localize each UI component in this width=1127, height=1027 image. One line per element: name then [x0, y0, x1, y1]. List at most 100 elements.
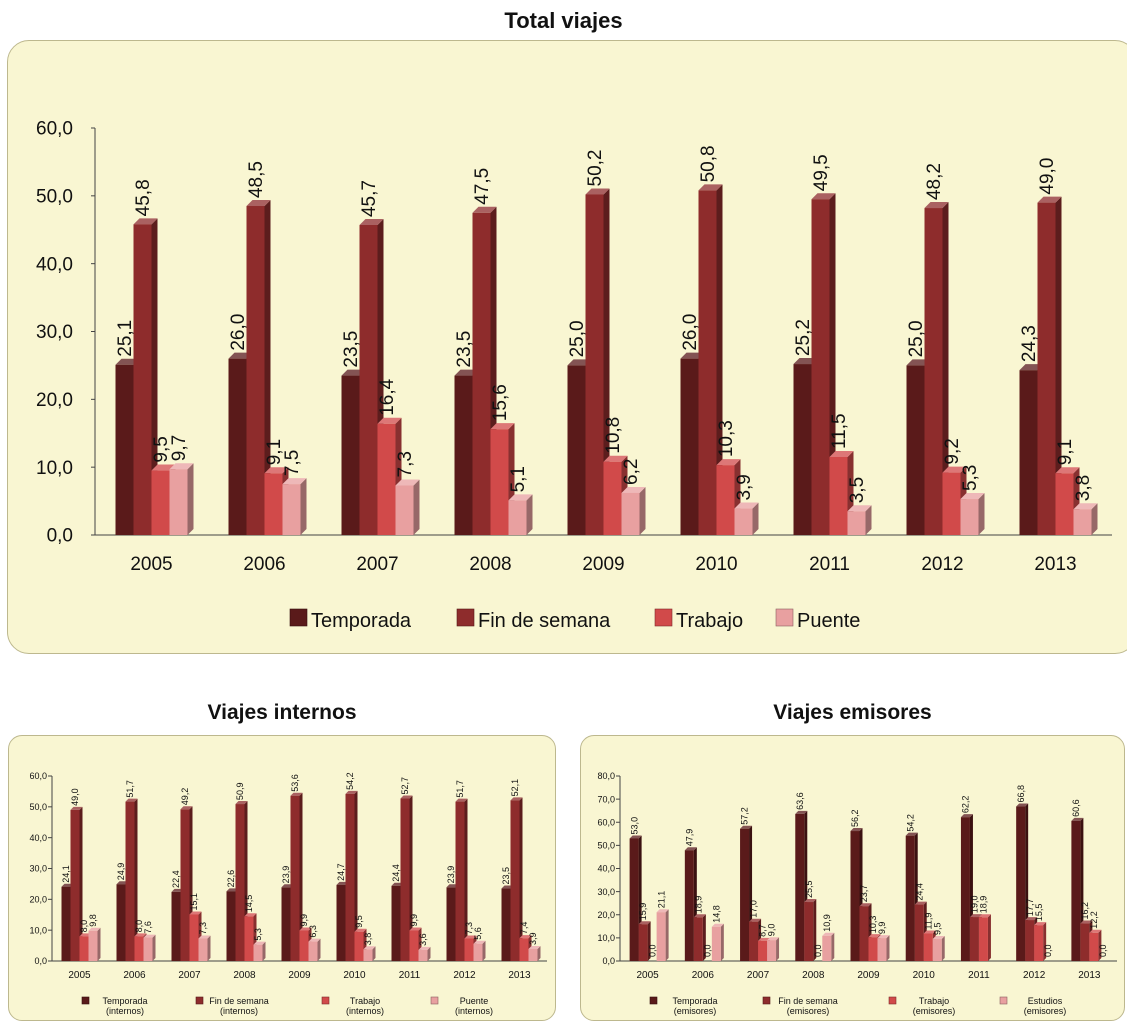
bar	[1080, 923, 1090, 961]
bar	[61, 886, 71, 961]
bar	[79, 936, 89, 961]
bar-top	[847, 505, 872, 512]
y-tick-label: 30,0	[36, 322, 73, 343]
data-label: 25,5	[804, 881, 814, 899]
chart-title-emisores: Viajes emisores	[773, 701, 932, 724]
bar	[363, 949, 373, 961]
bar-top	[923, 930, 936, 934]
bar-top	[924, 202, 949, 209]
data-label: 9,1	[1055, 439, 1076, 465]
data-label: 60,6	[1071, 799, 1081, 817]
bar-side	[299, 792, 303, 961]
bar-top	[829, 450, 854, 457]
bar	[758, 940, 768, 961]
data-label: 23,5	[454, 331, 475, 368]
data-label: 5,1	[508, 466, 529, 492]
y-tick-label: 50,0	[29, 802, 47, 812]
bar-group	[804, 899, 817, 961]
y-tick-label: 10,0	[597, 933, 615, 943]
legend-label: (internos)	[346, 1006, 384, 1016]
bar-top	[235, 801, 248, 805]
bar-top	[795, 810, 808, 814]
bar-group	[125, 798, 138, 961]
bar-top	[960, 493, 985, 500]
data-label: 15,1	[189, 893, 199, 911]
y-tick-label: 80,0	[597, 771, 615, 781]
bar-top	[1055, 467, 1080, 474]
x-tick-label: 2011	[968, 970, 990, 981]
legend-swatch	[195, 996, 204, 1005]
bar-top	[253, 941, 266, 945]
bar	[400, 798, 410, 961]
bar-group	[767, 937, 780, 961]
bar-top	[603, 455, 628, 462]
bar-top	[629, 835, 642, 839]
x-tick-label: 2011	[399, 970, 421, 981]
bar-top	[473, 940, 486, 944]
bar-side	[1098, 929, 1102, 961]
bar	[264, 473, 283, 535]
bar-top	[749, 918, 762, 922]
x-tick-label: 2012	[921, 554, 963, 575]
legend-swatch	[289, 608, 308, 627]
data-label: 57,2	[740, 807, 750, 825]
bar-top	[877, 935, 890, 939]
x-tick-label: 2013	[1034, 554, 1076, 575]
data-label: 52,1	[510, 779, 520, 797]
bar-top	[638, 921, 651, 925]
bar-side	[987, 914, 991, 961]
data-label: 24,3	[1019, 325, 1040, 362]
x-tick-label: 2006	[692, 970, 715, 981]
bar-top	[377, 417, 402, 424]
data-label: 9,5	[354, 915, 364, 928]
bar-side	[829, 193, 836, 535]
y-tick-label: 40,0	[36, 254, 73, 275]
legend-label: Puente	[460, 996, 489, 1006]
bar-top	[621, 486, 646, 493]
data-label: 56,2	[850, 810, 860, 828]
chart-title-internos: Viajes internos	[207, 701, 357, 724]
bar	[244, 916, 254, 961]
data-label: 7,6	[143, 921, 153, 934]
x-tick-label: 2008	[233, 970, 256, 981]
bar	[698, 190, 717, 535]
data-label: 49,0	[1037, 158, 1058, 195]
data-label: 0,0	[647, 944, 657, 957]
x-tick-label: 2012	[1023, 970, 1046, 981]
bar-side	[1091, 503, 1098, 535]
bar	[932, 939, 942, 961]
bar-group	[585, 188, 610, 535]
data-label: 9,2	[942, 438, 963, 464]
bar-top	[70, 806, 83, 810]
data-label: 50,8	[698, 145, 719, 182]
data-label: 9,0	[767, 924, 777, 937]
legend-swatch	[456, 608, 475, 627]
bar	[1034, 925, 1044, 961]
bar-group	[1034, 922, 1047, 961]
bar-top	[345, 790, 358, 794]
bar	[868, 937, 878, 961]
bar-side	[886, 935, 890, 961]
legend-label: (emisores)	[787, 1006, 830, 1016]
data-label: 26,0	[680, 314, 701, 351]
bar-side	[942, 202, 949, 535]
legend-label: Trabajo	[350, 996, 380, 1006]
data-label: 14,8	[711, 905, 721, 923]
bar	[680, 358, 699, 535]
bar-top	[1080, 920, 1093, 924]
data-label: 3,8	[363, 933, 373, 946]
bar	[924, 208, 943, 535]
bar-group	[345, 790, 358, 961]
bar-group	[395, 479, 420, 535]
y-tick-label: 70,0	[597, 794, 615, 804]
bar-group	[143, 934, 156, 961]
bar	[455, 801, 465, 961]
bar-group	[693, 914, 706, 961]
bar-top	[418, 946, 431, 950]
legend-swatch	[888, 996, 897, 1005]
data-label: 16,2	[1080, 902, 1090, 920]
legend-swatch	[321, 996, 330, 1005]
bar	[603, 461, 622, 535]
chart-title-total: Total viajes	[504, 8, 623, 33]
